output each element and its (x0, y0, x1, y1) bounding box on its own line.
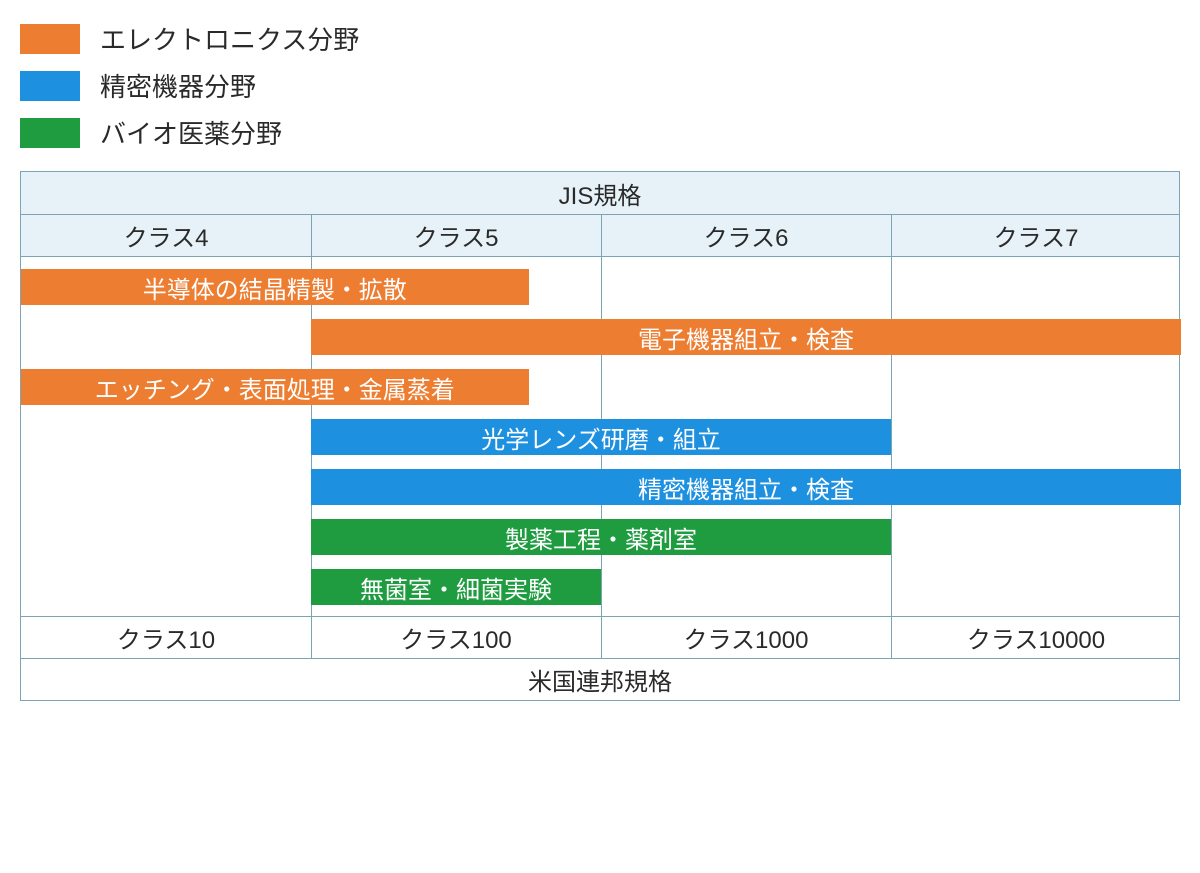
fed-class-cell: クラス10 (21, 617, 311, 658)
bar-row: 光学レンズ研磨・組立 (21, 412, 1179, 462)
bar-row: エッチング・表面処理・金属蒸着 (21, 362, 1179, 412)
bar: エッチング・表面処理・金属蒸着 (21, 369, 529, 405)
bar: 電子機器組立・検査 (311, 319, 1181, 355)
fed-class-row: クラス10クラス100クラス1000クラス10000 (21, 616, 1179, 658)
bar: 製薬工程・薬剤室 (311, 519, 891, 555)
legend-label: 精密機器分野 (100, 67, 256, 104)
fed-class-cell: クラス100 (311, 617, 601, 658)
fed-class-cell: クラス10000 (891, 617, 1181, 658)
jis-class-cell: クラス5 (311, 215, 601, 256)
fed-header-title: 米国連邦規格 (21, 659, 1179, 700)
jis-header-title: JIS規格 (21, 172, 1179, 214)
bar-row: 半導体の結晶精製・拡散 (21, 262, 1179, 312)
legend: エレクトロニクス分野精密機器分野バイオ医薬分野 (20, 20, 1180, 151)
jis-class-cell: クラス6 (601, 215, 891, 256)
legend-label: エレクトロニクス分野 (100, 20, 359, 57)
jis-class-row: クラス4クラス5クラス6クラス7 (21, 214, 1179, 256)
bar-row: 製薬工程・薬剤室 (21, 512, 1179, 562)
bar: 光学レンズ研磨・組立 (311, 419, 891, 455)
legend-label: バイオ医薬分野 (100, 114, 282, 151)
jis-class-cell: クラス4 (21, 215, 311, 256)
bar: 無菌室・細菌実験 (311, 569, 601, 605)
legend-swatch (20, 24, 80, 54)
bar: 精密機器組立・検査 (311, 469, 1181, 505)
cleanroom-class-chart: JIS規格クラス4クラス5クラス6クラス7半導体の結晶精製・拡散電子機器組立・検… (20, 171, 1180, 701)
bar-row: 精密機器組立・検査 (21, 462, 1179, 512)
fed-class-cell: クラス1000 (601, 617, 891, 658)
legend-item: エレクトロニクス分野 (20, 20, 1180, 57)
bars-area: 半導体の結晶精製・拡散電子機器組立・検査エッチング・表面処理・金属蒸着光学レンズ… (21, 256, 1179, 616)
jis-header-row: JIS規格 (21, 172, 1179, 214)
legend-item: 精密機器分野 (20, 67, 1180, 104)
bar-row: 電子機器組立・検査 (21, 312, 1179, 362)
bar-row: 無菌室・細菌実験 (21, 562, 1179, 612)
legend-swatch (20, 71, 80, 101)
bar: 半導体の結晶精製・拡散 (21, 269, 529, 305)
legend-swatch (20, 118, 80, 148)
legend-item: バイオ医薬分野 (20, 114, 1180, 151)
fed-header-row: 米国連邦規格 (21, 658, 1179, 700)
jis-class-cell: クラス7 (891, 215, 1181, 256)
